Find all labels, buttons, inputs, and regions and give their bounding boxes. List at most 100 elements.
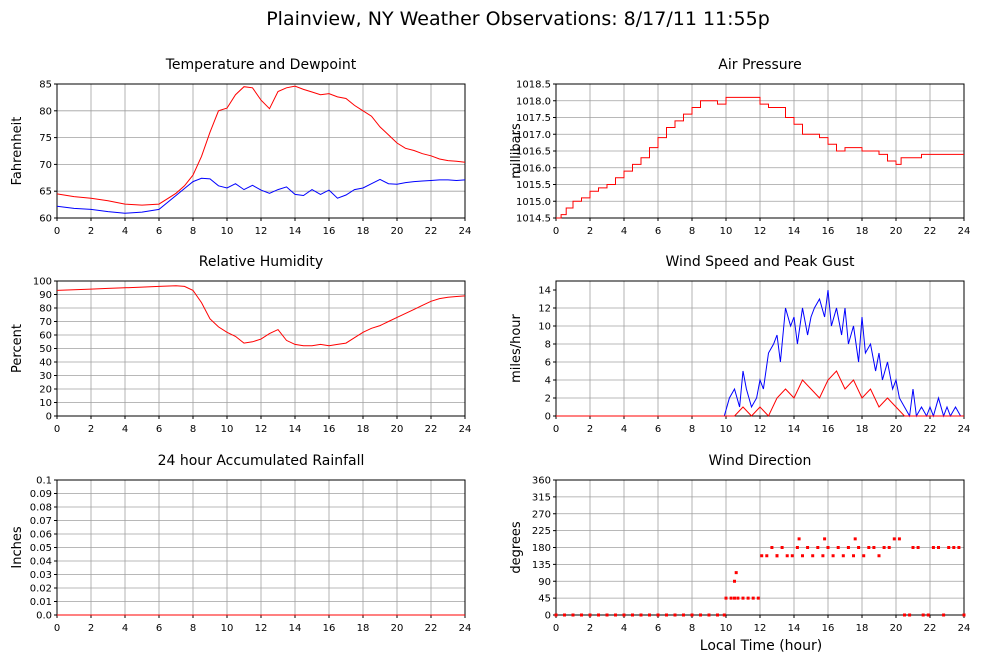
winddir-point bbox=[892, 537, 896, 541]
winddir-point bbox=[862, 554, 866, 558]
pressure-xtick-label: 16 bbox=[822, 226, 835, 237]
wind-xtick-label: 22 bbox=[924, 424, 937, 435]
winddir-xtick-label: 4 bbox=[621, 623, 627, 634]
rain-ytick-label: 0.04 bbox=[30, 557, 52, 568]
rain-xtick-label: 20 bbox=[391, 623, 404, 634]
winddir-point bbox=[741, 596, 745, 600]
main-title: Plainview, NY Weather Observations: 8/17… bbox=[266, 8, 770, 30]
winddir-point bbox=[897, 537, 901, 541]
winddir-point bbox=[716, 613, 719, 617]
rain-xtick-label: 10 bbox=[221, 623, 234, 634]
pressure-xtick-label: 22 bbox=[924, 226, 937, 237]
pressure-ytick-label: 1017.5 bbox=[516, 113, 551, 124]
pressure-ytick-label: 1018.0 bbox=[516, 96, 551, 107]
rain-ytick-label: 0.06 bbox=[30, 530, 52, 541]
humidity-xtick-label: 8 bbox=[190, 424, 196, 435]
winddir-point bbox=[733, 579, 736, 583]
winddir-point bbox=[631, 613, 634, 617]
winddir-point bbox=[937, 546, 940, 549]
pressure-xtick-label: 24 bbox=[958, 226, 971, 237]
winddir-point bbox=[648, 613, 651, 617]
winddir-point bbox=[952, 546, 956, 549]
winddir-point bbox=[816, 546, 820, 549]
winddir-point bbox=[639, 613, 643, 617]
winddir-point bbox=[797, 537, 801, 541]
wind-ytick-label: 12 bbox=[538, 304, 551, 315]
winddir-xtick-label: 2 bbox=[587, 623, 593, 634]
winddir-point bbox=[877, 554, 881, 558]
winddir-point bbox=[682, 613, 685, 617]
temp-title: Temperature and Dewpoint bbox=[165, 57, 357, 73]
temp-ylabel: Fahrenheit bbox=[10, 117, 25, 186]
winddir-ytick-label: 45 bbox=[538, 594, 551, 605]
winddir-point bbox=[872, 546, 876, 549]
humidity-ytick-label: 100 bbox=[33, 277, 52, 288]
rain-xtick-label: 6 bbox=[156, 623, 162, 634]
rain-xtick-label: 16 bbox=[323, 623, 336, 634]
wind-ytick-label: 6 bbox=[545, 358, 551, 369]
winddir-point bbox=[785, 554, 789, 558]
wind-ylabel: miles/hour bbox=[509, 313, 524, 382]
temp-xtick-label: 8 bbox=[190, 226, 196, 237]
humidity-ytick-label: 20 bbox=[39, 385, 52, 396]
wind-ytick-label: 8 bbox=[545, 340, 551, 351]
winddir-point bbox=[699, 613, 702, 617]
winddir-point bbox=[857, 546, 861, 549]
temp-xtick-label: 2 bbox=[88, 226, 94, 237]
winddir-point bbox=[588, 613, 592, 617]
temp-ytick-label: 65 bbox=[39, 187, 52, 198]
humidity-ylabel: Percent bbox=[10, 324, 25, 373]
wind-ytick-label: 10 bbox=[538, 322, 551, 333]
winddir-point bbox=[673, 613, 677, 617]
wind-title: Wind Speed and Peak Gust bbox=[666, 254, 855, 270]
humidity-xtick-label: 0 bbox=[54, 424, 60, 435]
winddir-point bbox=[942, 613, 946, 617]
wind-series-line-1 bbox=[556, 370, 964, 417]
winddir-xtick-label: 14 bbox=[788, 623, 801, 634]
temp-xtick-label: 16 bbox=[323, 226, 336, 237]
wind-ytick-label: 14 bbox=[538, 286, 551, 297]
pressure-ytick-label: 1016.0 bbox=[516, 163, 551, 174]
temp-xtick-label: 10 bbox=[221, 226, 234, 237]
temp-xtick-label: 14 bbox=[289, 226, 302, 237]
winddir-point bbox=[707, 613, 711, 617]
humidity-xtick-label: 4 bbox=[122, 424, 128, 435]
winddir-point bbox=[571, 613, 575, 617]
winddir-point bbox=[916, 546, 920, 549]
rain-ylabel: Inches bbox=[10, 526, 25, 568]
winddir-point bbox=[724, 596, 728, 600]
winddir-point bbox=[729, 596, 733, 600]
temp-plot-frame bbox=[56, 83, 466, 219]
winddir-point bbox=[846, 546, 850, 549]
winddir-point bbox=[736, 596, 740, 600]
pressure-xtick-label: 14 bbox=[788, 226, 801, 237]
humidity-xtick-label: 10 bbox=[221, 424, 234, 435]
winddir-point bbox=[795, 546, 799, 549]
rain-xtick-label: 0 bbox=[54, 623, 60, 634]
humidity-ytick-label: 60 bbox=[39, 331, 52, 342]
winddir-xtick-label: 24 bbox=[958, 623, 971, 634]
temp-series-line-0 bbox=[56, 85, 466, 206]
winddir-point bbox=[733, 596, 736, 600]
winddir-xtick-label: 16 bbox=[822, 623, 835, 634]
winddir-point bbox=[605, 613, 609, 617]
winddir-point bbox=[947, 546, 951, 549]
wind-xtick-label: 2 bbox=[587, 424, 593, 435]
humidity-ytick-label: 10 bbox=[39, 398, 52, 409]
rain-xtick-label: 18 bbox=[357, 623, 370, 634]
winddir-point bbox=[751, 596, 755, 600]
humidity-xtick-label: 18 bbox=[357, 424, 370, 435]
humidity-xtick-label: 24 bbox=[459, 424, 472, 435]
humidity-ytick-label: 70 bbox=[39, 317, 52, 328]
temp-ytick-label: 75 bbox=[39, 133, 52, 144]
rain-ytick-label: 0.01 bbox=[30, 597, 52, 608]
pressure-xtick-label: 0 bbox=[553, 226, 559, 237]
winddir-ytick-label: 135 bbox=[532, 560, 551, 571]
winddir-point bbox=[554, 613, 558, 617]
winddir-point bbox=[908, 613, 912, 617]
winddir-point bbox=[656, 613, 660, 617]
